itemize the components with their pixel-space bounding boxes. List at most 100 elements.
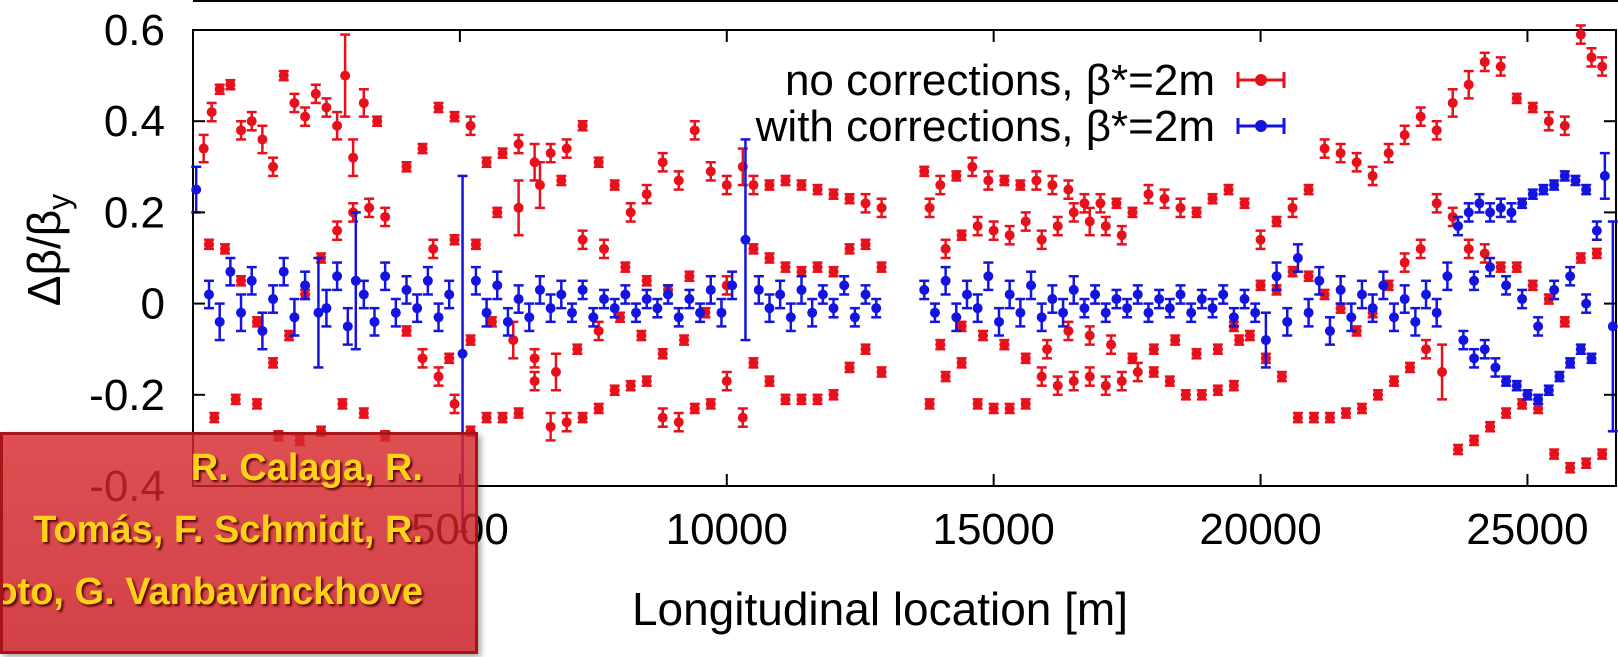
series-1-point-62	[828, 297, 839, 319]
data-point	[278, 266, 289, 277]
series-0-point-40	[417, 347, 428, 369]
series-0-point-5	[246, 110, 257, 132]
series-0-point-128	[748, 357, 759, 369]
data-point	[1575, 253, 1586, 263]
series-1-point-124	[1538, 183, 1549, 196]
series-0-point-126	[860, 238, 871, 251]
series-0-point-145	[1047, 174, 1058, 196]
data-point	[1058, 307, 1069, 318]
data-point	[1026, 280, 1037, 291]
data-point	[1175, 202, 1186, 213]
data-point	[481, 412, 492, 423]
data-point	[513, 408, 524, 419]
data-point	[705, 166, 716, 177]
data-point	[1212, 385, 1223, 396]
data-point	[1469, 275, 1480, 286]
series-1-point-135	[1511, 379, 1522, 392]
data-point	[246, 275, 257, 286]
series-0-point-262	[1399, 252, 1410, 273]
data-point	[641, 294, 652, 305]
series-0-point-81	[721, 174, 732, 196]
data-point	[1020, 353, 1031, 364]
data-point	[1234, 335, 1245, 346]
series-0-point-121	[780, 261, 791, 273]
data-point	[988, 403, 999, 414]
series-1-point-98	[1250, 302, 1261, 324]
series-1-point-33	[502, 306, 513, 337]
data-point	[289, 312, 300, 323]
data-point	[935, 180, 946, 191]
data-point	[860, 344, 871, 355]
data-point	[780, 394, 791, 405]
series-0-point-75	[625, 202, 636, 223]
data-point	[457, 348, 468, 359]
data-point	[780, 262, 791, 273]
data-point	[1239, 294, 1250, 305]
data-point	[956, 357, 967, 368]
data-point	[1458, 335, 1469, 346]
series-0-point-183	[1164, 375, 1175, 387]
data-point	[1501, 280, 1512, 291]
data-point	[465, 120, 476, 131]
series-1-point-100	[1282, 306, 1293, 337]
series-0-point-273	[1575, 252, 1586, 264]
series-0-point-47	[529, 370, 540, 392]
series-1-point-24	[390, 297, 401, 328]
data-point	[556, 175, 567, 186]
data-point	[1549, 284, 1560, 295]
data-point	[1255, 234, 1266, 245]
data-point	[599, 243, 610, 254]
series-1-point-75	[1004, 279, 1015, 310]
series-1-point-130	[1458, 329, 1469, 351]
data-point	[417, 353, 428, 364]
data-point	[566, 307, 577, 318]
series-0-point-186	[1212, 384, 1223, 397]
series-1-point-65	[860, 284, 871, 305]
series-0-point-67	[497, 147, 508, 159]
data-point	[1116, 376, 1127, 387]
data-point	[641, 376, 652, 387]
series-0-point-36	[337, 398, 348, 410]
series-1-point-93	[1196, 288, 1207, 310]
data-point	[1351, 157, 1362, 168]
series-1-point-94	[1207, 297, 1218, 319]
data-point	[534, 180, 545, 191]
series-0-point-107	[679, 334, 690, 346]
data-point	[871, 303, 882, 314]
data-point	[1383, 148, 1394, 159]
data-point	[721, 180, 732, 191]
series-0-point-143	[1015, 179, 1026, 191]
series-1-point-21	[358, 279, 369, 310]
series-1-point-9	[214, 302, 225, 342]
series-0-point-87	[513, 179, 524, 237]
data-point	[1340, 408, 1351, 419]
series-1-point-126	[1559, 170, 1570, 182]
data-point	[545, 303, 556, 314]
series-1-point-73	[983, 261, 994, 292]
series-0-point-138	[935, 174, 946, 196]
data-point	[983, 271, 994, 282]
data-point	[1346, 312, 1357, 323]
data-point	[716, 307, 727, 318]
series-1-point-29	[444, 279, 455, 310]
series-1-point-55	[753, 274, 764, 305]
data-point	[956, 230, 967, 241]
series-0-point-167	[1116, 224, 1127, 246]
data-point	[380, 271, 391, 282]
series-0-point-185	[1196, 388, 1207, 401]
series-1-point-7	[1607, 220, 1618, 433]
data-point	[1453, 444, 1464, 455]
series-0-point-71	[561, 138, 572, 159]
data-point	[860, 198, 871, 209]
data-point	[1212, 344, 1223, 355]
series-0-point-13	[332, 110, 343, 141]
series-0-point-245	[1485, 420, 1496, 433]
data-point	[775, 289, 786, 300]
data-point	[236, 125, 247, 136]
data-point	[1292, 253, 1303, 263]
series-1-point-15	[278, 256, 289, 287]
series-0-point-213	[1367, 165, 1378, 187]
data-point	[1052, 380, 1063, 391]
series-0-point-198	[1148, 343, 1159, 356]
data-point	[550, 367, 561, 377]
